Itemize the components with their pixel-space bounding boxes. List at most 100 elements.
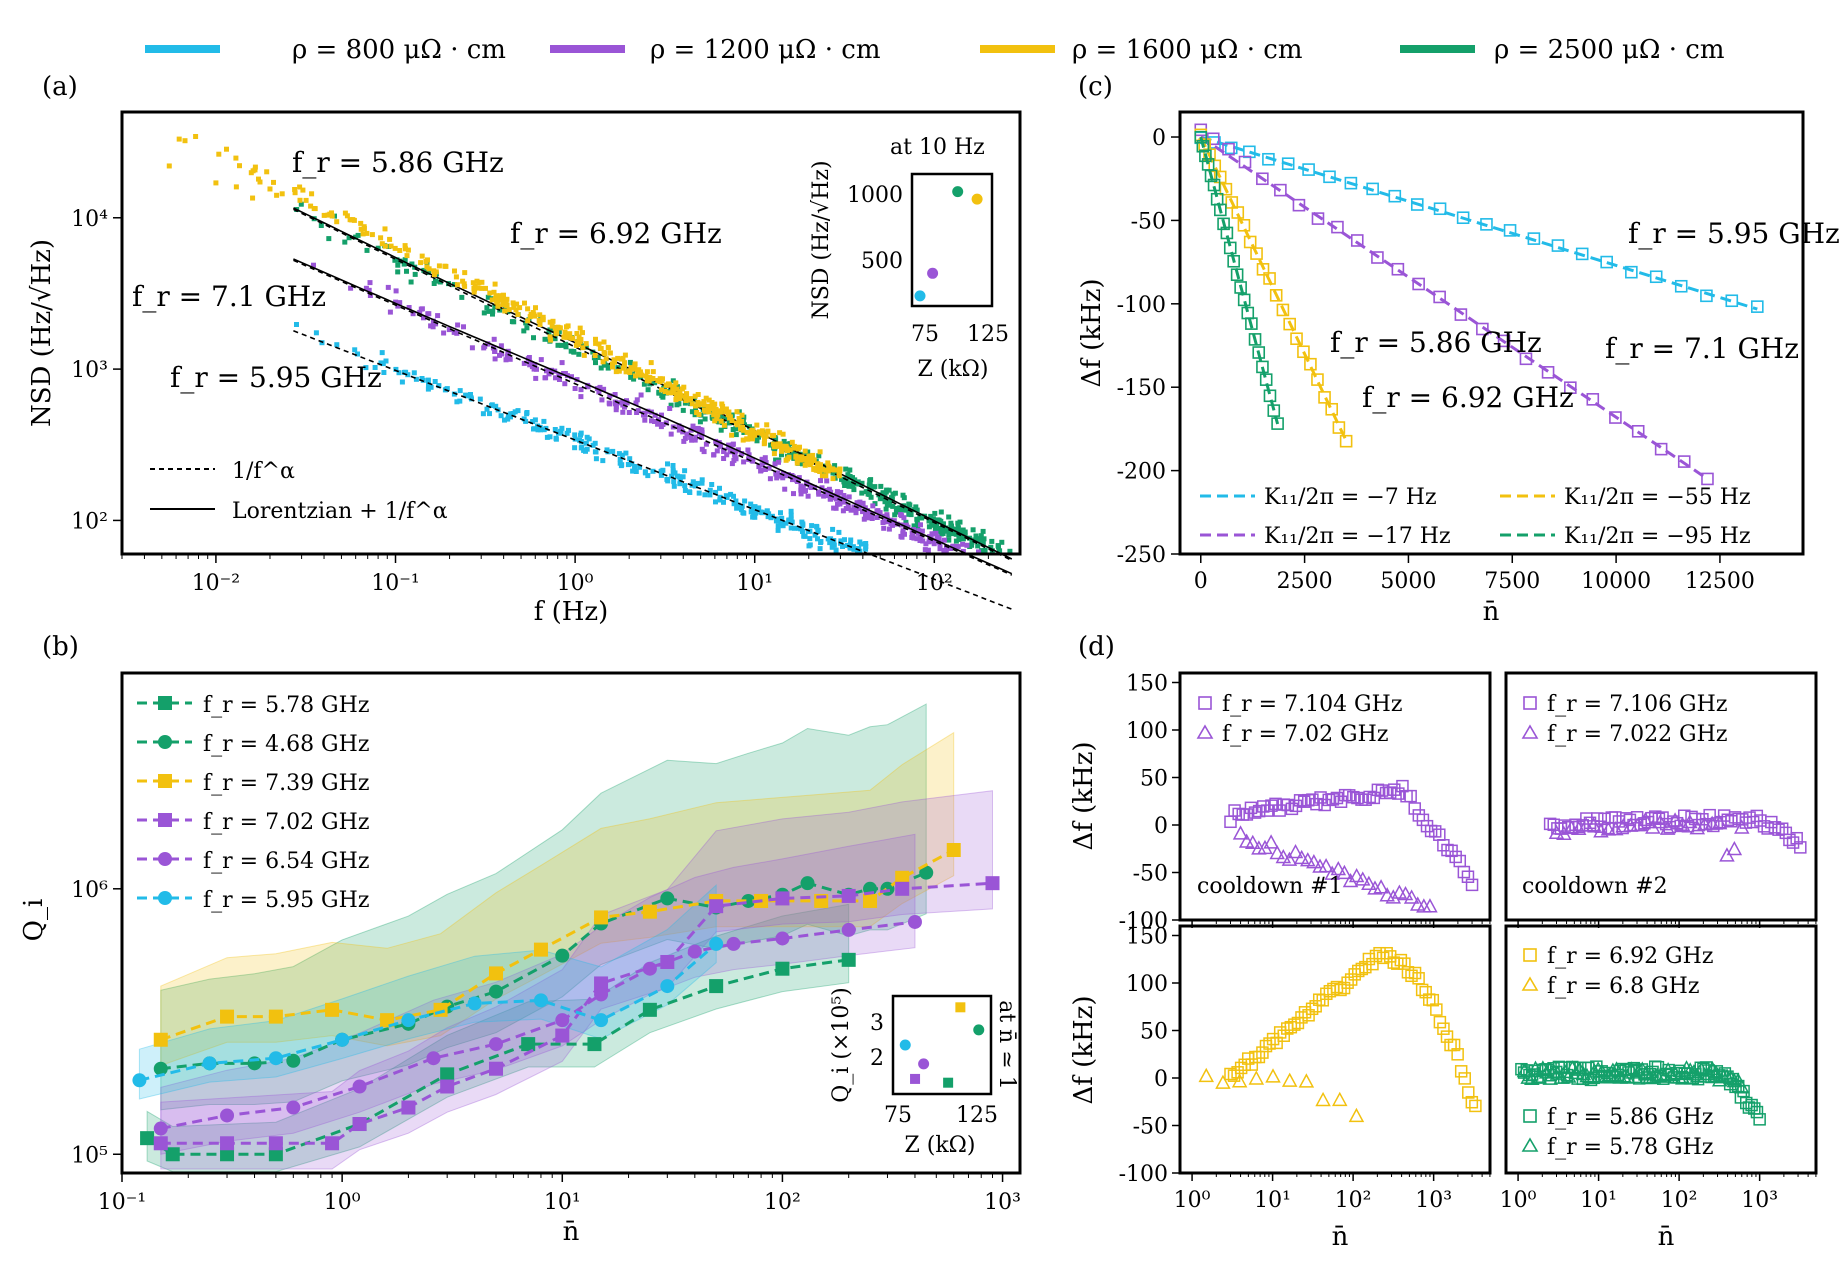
panel-a-point xyxy=(800,522,806,528)
panel-d-point-square xyxy=(1469,1099,1482,1113)
panel-a-point xyxy=(892,490,898,496)
panel-b-point xyxy=(985,876,1000,891)
panel-a-point xyxy=(303,197,309,203)
panel-d-point-triangle xyxy=(1348,1107,1365,1123)
panel-a-point xyxy=(747,432,753,437)
panel-a-point xyxy=(634,367,640,373)
panel-a-point xyxy=(695,392,701,397)
panel-a-point xyxy=(773,518,779,524)
panel-a-point xyxy=(630,371,636,377)
panel-a-point xyxy=(176,136,182,142)
panel-a-point xyxy=(825,460,831,466)
panel-a-point xyxy=(514,301,520,307)
panel-a-point xyxy=(366,287,372,293)
panel-a-xlabel: f (Hz) xyxy=(534,597,609,627)
panel-a-point xyxy=(294,322,299,327)
panel-d-point-square xyxy=(1347,790,1360,804)
panel-a-point xyxy=(717,497,723,503)
panel-a-point xyxy=(960,548,966,554)
panel-d-legend-marker xyxy=(1523,1109,1537,1123)
panel-a-point xyxy=(481,345,487,351)
panel-d-point-square xyxy=(1352,964,1365,978)
panel-c-point xyxy=(1503,224,1517,237)
panel-a-point xyxy=(468,392,473,397)
panel-a-point xyxy=(853,510,859,516)
panel-a-point xyxy=(726,420,732,426)
panel-a-point xyxy=(634,397,640,403)
panel-a-point xyxy=(271,179,276,185)
panel-d-legend-label: f_r = 7.104 GHz xyxy=(1222,692,1402,717)
panel-a-point xyxy=(868,494,874,500)
panel-b-inset-point xyxy=(910,1073,921,1084)
panel-d-point-square xyxy=(1330,791,1344,805)
panel-a-point xyxy=(903,519,909,525)
panel-a-point xyxy=(817,546,823,552)
panel-a-point xyxy=(565,323,571,329)
panel-b-point xyxy=(153,1061,168,1076)
panel-b-point xyxy=(489,984,504,999)
panel-a-point xyxy=(902,507,908,513)
panel-a-point xyxy=(781,438,787,444)
panel-a-point xyxy=(382,226,388,232)
panel-a-point xyxy=(556,329,562,335)
panel-a-point xyxy=(979,548,985,554)
panel-d-point-square xyxy=(1240,808,1254,821)
panel-d-point-square xyxy=(1383,786,1397,799)
panel-a-point xyxy=(800,529,805,534)
panel-a-point xyxy=(790,477,795,483)
panel-a-point xyxy=(758,468,764,474)
panel-c-ytick-label: -200 xyxy=(1117,460,1166,485)
panel-a-point xyxy=(532,362,538,368)
panel-d-point-triangle xyxy=(1637,811,1654,827)
panel-a-point xyxy=(824,492,830,498)
panel-a-point xyxy=(556,325,562,331)
panel-a-point xyxy=(647,374,653,380)
panel-a-point xyxy=(361,224,367,230)
panel-d-point-square xyxy=(1416,813,1430,827)
panel-b-point xyxy=(401,1100,416,1115)
panel-a-point xyxy=(380,361,386,367)
panel-d-point-triangle xyxy=(1711,1072,1728,1087)
panel-a-point xyxy=(967,544,973,549)
panel-c-point xyxy=(1283,317,1296,331)
panel-a-point xyxy=(929,522,935,528)
panel-c-point xyxy=(1245,317,1258,330)
panel-a-point xyxy=(938,531,944,537)
panel-b-ylabel: Q_i xyxy=(19,899,49,942)
panel-a-point xyxy=(866,491,872,497)
legend-label-2500: ρ = 2500 μΩ · cm xyxy=(1494,35,1725,65)
panel-a-point xyxy=(718,413,724,419)
panel-a-point xyxy=(964,542,970,548)
panel-a-point xyxy=(806,453,812,459)
panel-a-point xyxy=(477,396,483,402)
panel-a-point xyxy=(684,431,690,437)
panel-c-point xyxy=(1625,265,1638,279)
panel-c-legend-label: K₁₁/2π = −17 Hz xyxy=(1264,524,1451,549)
panel-a-point xyxy=(683,398,689,403)
panel-d-point-triangle xyxy=(1579,1068,1595,1083)
panel-a-point xyxy=(613,401,619,407)
panel-d-point-square xyxy=(1326,793,1340,806)
panel-c-point xyxy=(1609,411,1622,424)
panel-a-point xyxy=(423,259,429,264)
panel-d-xtick-label: 10¹ xyxy=(1580,1188,1617,1213)
panel-a-point xyxy=(572,445,578,451)
panel-a-point xyxy=(791,491,796,497)
panel-a-point xyxy=(910,531,916,537)
panel-a-point xyxy=(807,542,813,548)
panel-a-point xyxy=(562,381,568,387)
panel-c-point xyxy=(1256,360,1269,374)
panel-b-band xyxy=(160,731,955,1067)
panel-a-point xyxy=(671,479,677,485)
panel-a-point xyxy=(515,312,521,317)
panel-b-point xyxy=(863,893,878,908)
panel-a-point xyxy=(766,465,772,471)
panel-a-point xyxy=(659,387,665,393)
panel-a-point xyxy=(349,217,355,223)
panel-a-point xyxy=(631,376,637,382)
panel-d-point-triangle xyxy=(1391,884,1408,899)
panel-d-point-triangle xyxy=(1232,825,1249,840)
panel-c-point xyxy=(1350,234,1364,247)
panel-a-point xyxy=(369,232,375,238)
panel-a-point xyxy=(711,452,717,458)
